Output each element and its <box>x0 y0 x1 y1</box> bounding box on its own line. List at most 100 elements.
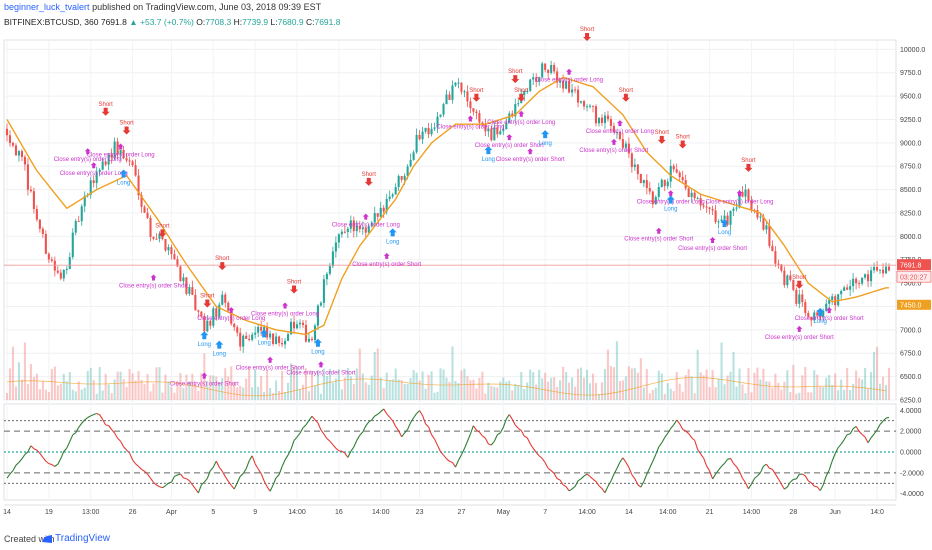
osc-segment <box>568 488 573 492</box>
osc-segment <box>96 412 100 416</box>
volume-bar <box>44 389 47 400</box>
candle-body <box>194 294 197 311</box>
close-order-icon <box>796 325 803 332</box>
long-signal-label: Long <box>538 141 551 147</box>
osc-segment <box>434 438 439 446</box>
volume-bar <box>708 387 711 400</box>
candle-body <box>140 195 143 207</box>
candle-body <box>32 191 35 210</box>
candle-body <box>690 192 693 198</box>
volume-bar <box>496 387 499 400</box>
symbol-label[interactable]: BITFINEX:BTCUSD, 360 <box>4 17 99 27</box>
osc-segment <box>117 437 122 442</box>
osc-segment <box>422 415 427 425</box>
volume-bar <box>735 386 738 400</box>
osc-segment <box>873 429 878 435</box>
osc-segment <box>269 484 274 492</box>
volume-bar <box>594 382 598 400</box>
short-arrow-icon <box>621 93 630 102</box>
candle-body <box>657 187 660 197</box>
volume-bar <box>529 369 532 400</box>
candle-body <box>248 338 251 340</box>
candle-body <box>762 216 765 230</box>
osc-segment <box>239 473 244 477</box>
osc-segment <box>529 443 534 449</box>
close-order-icon <box>506 134 513 141</box>
last-price-badge-text: 7691.8 <box>900 263 922 270</box>
volume-bar <box>591 373 595 400</box>
volume-bar <box>248 368 251 400</box>
volume-bar <box>260 375 263 400</box>
candle-body <box>406 166 409 176</box>
volume-bar <box>511 390 514 400</box>
osc-segment <box>209 466 214 472</box>
high-label: H: <box>233 17 243 27</box>
osc-segment <box>694 440 699 450</box>
candle-body <box>430 128 433 135</box>
short-arrow-icon <box>678 140 687 149</box>
last-price: 7691.8 <box>100 17 127 27</box>
short-signal-label: Short <box>508 69 523 75</box>
osc-segment <box>317 422 322 431</box>
volume-bar <box>672 391 675 400</box>
volume-bar <box>32 377 35 400</box>
candle-body <box>544 63 547 70</box>
close-order-label: Close entry(s) order Short <box>624 237 693 243</box>
osc-segment <box>885 416 890 419</box>
candle-body <box>612 125 615 133</box>
osc-segment <box>736 466 740 472</box>
candle-body <box>606 115 610 120</box>
osc-segment <box>272 477 277 486</box>
volume-bar <box>128 369 131 400</box>
osc-segment <box>879 420 884 425</box>
volume-bar <box>645 369 648 400</box>
volume-bar <box>484 393 487 400</box>
osc-segment <box>266 486 271 492</box>
candle-body <box>209 320 212 326</box>
short-signal-label: Short <box>580 27 595 33</box>
osc-segment <box>867 437 872 444</box>
osc-segment <box>66 441 71 449</box>
tradingview-brand-link[interactable]: TradingView <box>55 533 111 544</box>
candle-body <box>35 209 38 220</box>
volume-bar <box>687 369 690 400</box>
osc-segment <box>275 474 280 479</box>
volume-bar <box>47 391 50 400</box>
osc-segment <box>296 432 301 438</box>
osc-segment <box>191 484 196 490</box>
candle-body <box>233 323 236 328</box>
osc-segment <box>544 462 549 469</box>
candle-body <box>696 198 699 200</box>
osc-segment <box>864 436 869 444</box>
candle-body <box>427 127 430 135</box>
osc-segment <box>362 425 367 433</box>
short-arrow-icon <box>101 107 110 116</box>
volume-bar <box>813 370 816 400</box>
candle-body <box>630 153 633 167</box>
author-link[interactable]: beginner_luck_tvalert <box>4 2 90 12</box>
osc-segment <box>574 480 579 487</box>
osc-segment <box>774 473 779 480</box>
volume-bar <box>884 384 888 400</box>
osc-segment <box>843 434 848 440</box>
volume-bar <box>185 374 188 400</box>
candle-body <box>445 94 448 105</box>
osc-segment <box>855 426 860 432</box>
osc-segment <box>78 422 83 428</box>
candle-body <box>26 164 29 190</box>
volume-bar <box>846 367 849 400</box>
volume-bar <box>325 376 328 400</box>
osc-segment <box>769 467 773 470</box>
osc-segment <box>849 428 854 435</box>
volume-bar <box>699 372 702 400</box>
osc-segment <box>39 452 44 458</box>
volume-bar <box>430 371 433 400</box>
volume-bar <box>834 373 837 400</box>
volume-bar <box>588 383 592 400</box>
volume-bar <box>385 372 388 400</box>
osc-segment <box>490 440 495 446</box>
volume-bar <box>577 368 580 400</box>
candle-body <box>786 275 789 286</box>
volume-bar <box>197 390 200 400</box>
